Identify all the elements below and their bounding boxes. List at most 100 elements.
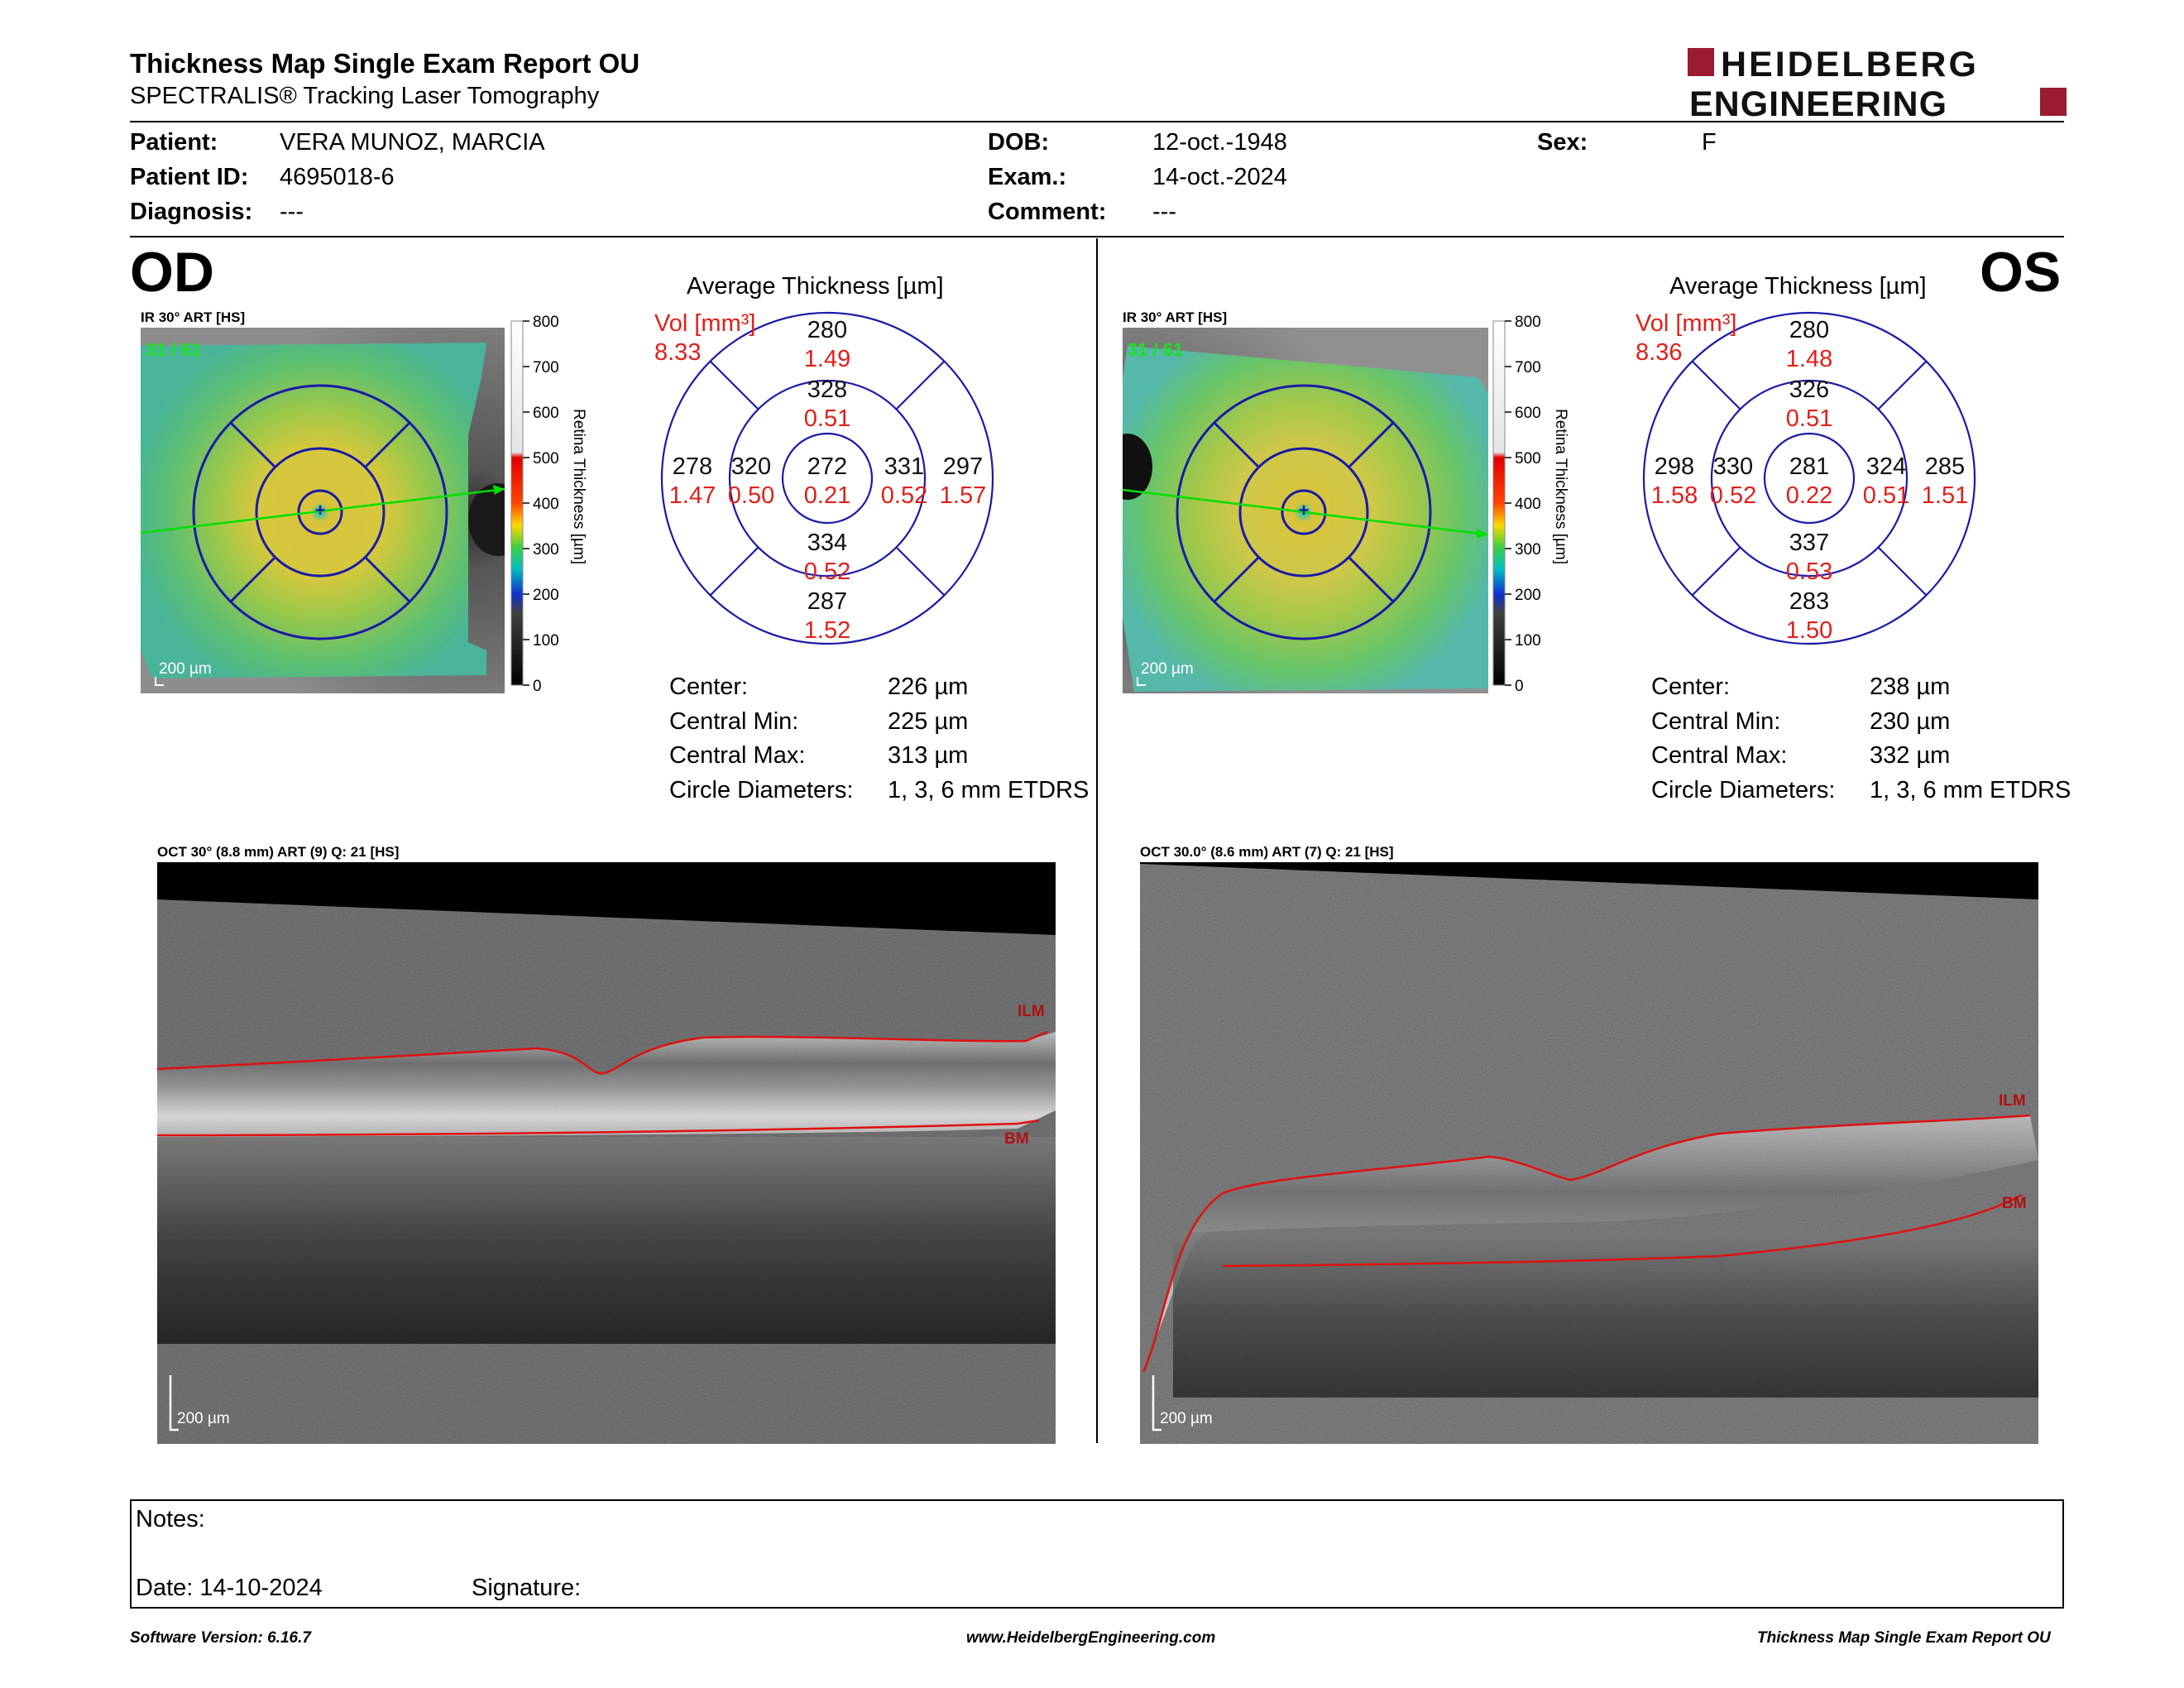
od-stat-center-label: Center: xyxy=(669,674,749,700)
os-colorbar-tick: 700 xyxy=(1515,359,1541,376)
os-frame-counter: 31 / 61 xyxy=(1128,339,1183,360)
os-stat-min-label: Central Min: xyxy=(1651,707,1781,735)
exam-value: 14-oct.-2024 xyxy=(1152,164,1287,190)
od-stat-center-value: 226 µm xyxy=(888,674,969,700)
os-stat-max-value: 332 µm xyxy=(1870,742,1951,769)
od-colorbar-tick: 700 xyxy=(533,359,559,376)
od-left-outer-volume: 1.47 xyxy=(669,482,716,509)
os-ilm-label: ILM xyxy=(1999,1092,2026,1110)
os-top-inner-thickness: 326 xyxy=(1789,376,1829,403)
sex-label: Sex: xyxy=(1537,129,1588,156)
footer-software: Software Version: 6.16.7 xyxy=(130,1629,311,1647)
os-stat-center-label: Center: xyxy=(1651,674,1731,700)
footer-report-name: Thickness Map Single Exam Report OU xyxy=(1757,1629,2051,1647)
od-stat-diam-value: 1, 3, 6 mm ETDRS xyxy=(888,776,1090,803)
od-thickness-map: + 31 / 61 200 µm xyxy=(141,328,505,693)
os-colorbar-tick: 100 xyxy=(1515,632,1541,650)
os-bottom-outer-volume: 1.50 xyxy=(1786,617,1832,644)
os-colorbar-tick: 300 xyxy=(1515,541,1541,559)
od-ilm-label: ILM xyxy=(1018,1003,1045,1020)
os-bottom-outer-thickness: 283 xyxy=(1789,588,1829,615)
od-colorbar-tick: 600 xyxy=(533,405,559,422)
od-left-inner-volume: 0.50 xyxy=(728,482,774,509)
patient-id-label: Patient ID: xyxy=(130,164,249,190)
od-colorbar-tick: 200 xyxy=(533,587,559,604)
od-top-inner-volume: 0.51 xyxy=(804,405,850,432)
os-vol-label: Vol [mm³] xyxy=(1636,310,1737,337)
os-thickness-map: + 31 / 61 200 µm xyxy=(1123,328,1488,693)
os-left-inner-thickness: 330 xyxy=(1713,453,1753,480)
os-stat-diam-value: 1, 3, 6 mm ETDRS xyxy=(1870,776,2071,803)
od-bottom-inner-volume: 0.52 xyxy=(804,559,850,585)
os-oct-label: OCT 30.0° (8.6 mm) ART (7) Q: 21 [HS] xyxy=(1140,844,1394,860)
diagnosis-label: Diagnosis: xyxy=(130,199,253,225)
notes-label: Notes: xyxy=(136,1506,205,1532)
od-bottom-outer-thickness: 287 xyxy=(807,588,847,615)
os-stat-center-value: 238 µm xyxy=(1870,674,1951,700)
exam-label: Exam.: xyxy=(988,164,1067,190)
patient-label: Patient: xyxy=(130,129,218,156)
od-right-outer-volume: 1.57 xyxy=(940,482,986,509)
os-ir-label: IR 30° ART [HS] xyxy=(1123,309,1228,325)
od-oct-label: OCT 30° (8.8 mm) ART (9) Q: 21 [HS] xyxy=(157,844,400,860)
dob-value: 12-oct.-1948 xyxy=(1152,129,1287,156)
os-right-inner-volume: 0.51 xyxy=(1863,482,1909,509)
od-stat-max-value: 313 µm xyxy=(888,742,969,769)
header-divider xyxy=(130,121,2064,122)
os-top-outer-volume: 1.48 xyxy=(1786,346,1832,372)
od-top-outer-thickness: 280 xyxy=(807,317,847,343)
report-subtitle: SPECTRALIS® Tracking Laser Tomography xyxy=(130,83,600,109)
comment-label: Comment: xyxy=(988,199,1107,225)
od-colorbar-tick: 400 xyxy=(533,496,559,513)
od-etdrs-grid: 280 1.49 328 0.51 278 1.47 320 0.50 272 … xyxy=(660,311,994,645)
diagnosis-value: --- xyxy=(280,199,304,225)
os-stat-min-value: 230 µm xyxy=(1870,707,1951,735)
od-vol-total: 8.33 xyxy=(654,339,702,366)
os-center-thickness: 281 xyxy=(1789,453,1829,480)
footer-website[interactable]: www.HeidelbergEngineering.com xyxy=(966,1629,1216,1647)
od-left-inner-thickness: 320 xyxy=(731,453,771,480)
os-left-inner-volume: 0.52 xyxy=(1710,482,1756,509)
svg-text:+: + xyxy=(1299,500,1310,520)
patient-id: 4695018-6 xyxy=(280,164,395,190)
os-stat-diam-label: Circle Diameters: xyxy=(1651,776,1836,803)
os-right-outer-thickness: 285 xyxy=(1925,453,1965,480)
os-bottom-inner-volume: 0.53 xyxy=(1786,559,1832,585)
sex-value: F xyxy=(1702,129,1717,156)
patient-name: VERA MUNOZ, MARCIA xyxy=(280,129,545,156)
od-colorbar-tick: 0 xyxy=(533,678,542,692)
os-oct-scale: 200 µm xyxy=(1160,1410,1213,1427)
os-right-outer-volume: 1.51 xyxy=(1922,482,1968,509)
od-ir-label: IR 30° ART [HS] xyxy=(141,309,246,325)
os-avg-title: Average Thickness [µm] xyxy=(1669,273,1927,300)
od-eye-label: OD xyxy=(130,241,214,304)
eye-divider xyxy=(1096,238,1098,1443)
os-left-outer-thickness: 298 xyxy=(1655,453,1694,480)
info-divider xyxy=(130,236,2064,237)
od-stat-max-label: Central Max: xyxy=(669,742,806,769)
os-colorbar-tick: 800 xyxy=(1515,314,1541,331)
comment-value: --- xyxy=(1152,199,1176,225)
os-colorbar-tick: 600 xyxy=(1515,405,1541,422)
svg-text:ENGINEERING: ENGINEERING xyxy=(1689,84,1947,119)
os-right-inner-thickness: 324 xyxy=(1866,453,1906,480)
od-right-outer-thickness: 297 xyxy=(943,453,983,480)
os-center-volume: 0.22 xyxy=(1786,482,1832,509)
os-bm-label: BM xyxy=(2002,1195,2027,1212)
os-etdrs-grid: 280 1.48 326 0.51 298 1.58 330 0.52 281 … xyxy=(1642,311,1976,645)
svg-text:+: + xyxy=(315,500,326,520)
svg-text:HEIDELBERG: HEIDELBERG xyxy=(1721,46,1979,84)
od-left-outer-thickness: 278 xyxy=(673,453,712,480)
od-colorbar-tick: 100 xyxy=(533,632,559,650)
os-eye-label: OS xyxy=(1980,241,2062,304)
od-top-outer-volume: 1.49 xyxy=(804,346,850,372)
os-left-outer-volume: 1.58 xyxy=(1651,482,1698,509)
od-stat-min-label: Central Min: xyxy=(669,707,799,735)
os-colorbar-title: Retina Thickness [µm] xyxy=(1552,409,1569,564)
od-oct-bscan: ILM BM 200 µm xyxy=(157,862,1056,1444)
od-stat-diam-label: Circle Diameters: xyxy=(669,776,854,803)
od-right-inner-volume: 0.52 xyxy=(881,482,927,509)
od-scale-bar-label: 200 µm xyxy=(159,660,212,678)
notes-box[interactable] xyxy=(130,1499,2064,1609)
dob-label: DOB: xyxy=(988,129,1050,156)
